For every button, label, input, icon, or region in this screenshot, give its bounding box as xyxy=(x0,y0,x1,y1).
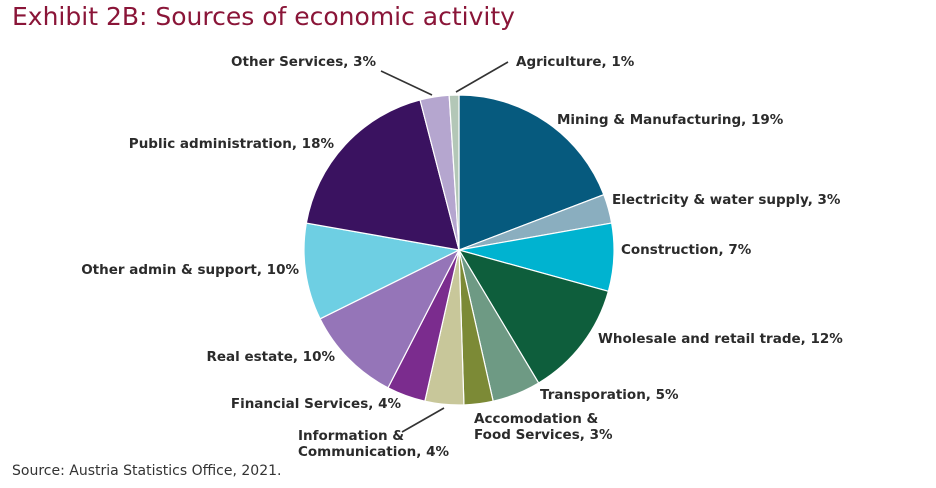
slice-label: Other admin & support, 10% xyxy=(81,262,299,278)
source-note: Source: Austria Statistics Office, 2021. xyxy=(12,463,282,479)
pie-slice xyxy=(305,99,460,251)
slice-label: Real estate, 10% xyxy=(207,349,336,365)
leader-line xyxy=(401,407,445,433)
pie-slice xyxy=(458,94,605,251)
pie-slice xyxy=(319,248,461,389)
slice-label: Mining & Manufacturing, 19% xyxy=(557,112,784,128)
slice-label: Public administration, 18% xyxy=(129,136,335,152)
slice-label: Electricity & water supply, 3% xyxy=(612,192,841,208)
slice-label: Information & Communication, 4% xyxy=(298,428,449,460)
slice-label: Transporation, 5% xyxy=(540,387,679,403)
slice-label: Wholesale and retail trade, 12% xyxy=(598,331,843,347)
slice-label: Accomodation & Food Services, 3% xyxy=(474,411,613,443)
pie-slice xyxy=(303,222,461,320)
chart-title: Exhibit 2B: Sources of economic activity xyxy=(12,2,515,31)
leader-line xyxy=(380,70,433,96)
leader-line xyxy=(455,61,509,93)
slice-label: Agriculture, 1% xyxy=(516,54,635,70)
pie-slice xyxy=(448,94,460,251)
pie-slice xyxy=(457,249,610,384)
slice-label: Other Services, 3% xyxy=(231,54,376,70)
slice-label: Financial Services, 4% xyxy=(231,396,402,412)
slice-label: Construction, 7% xyxy=(621,242,752,258)
